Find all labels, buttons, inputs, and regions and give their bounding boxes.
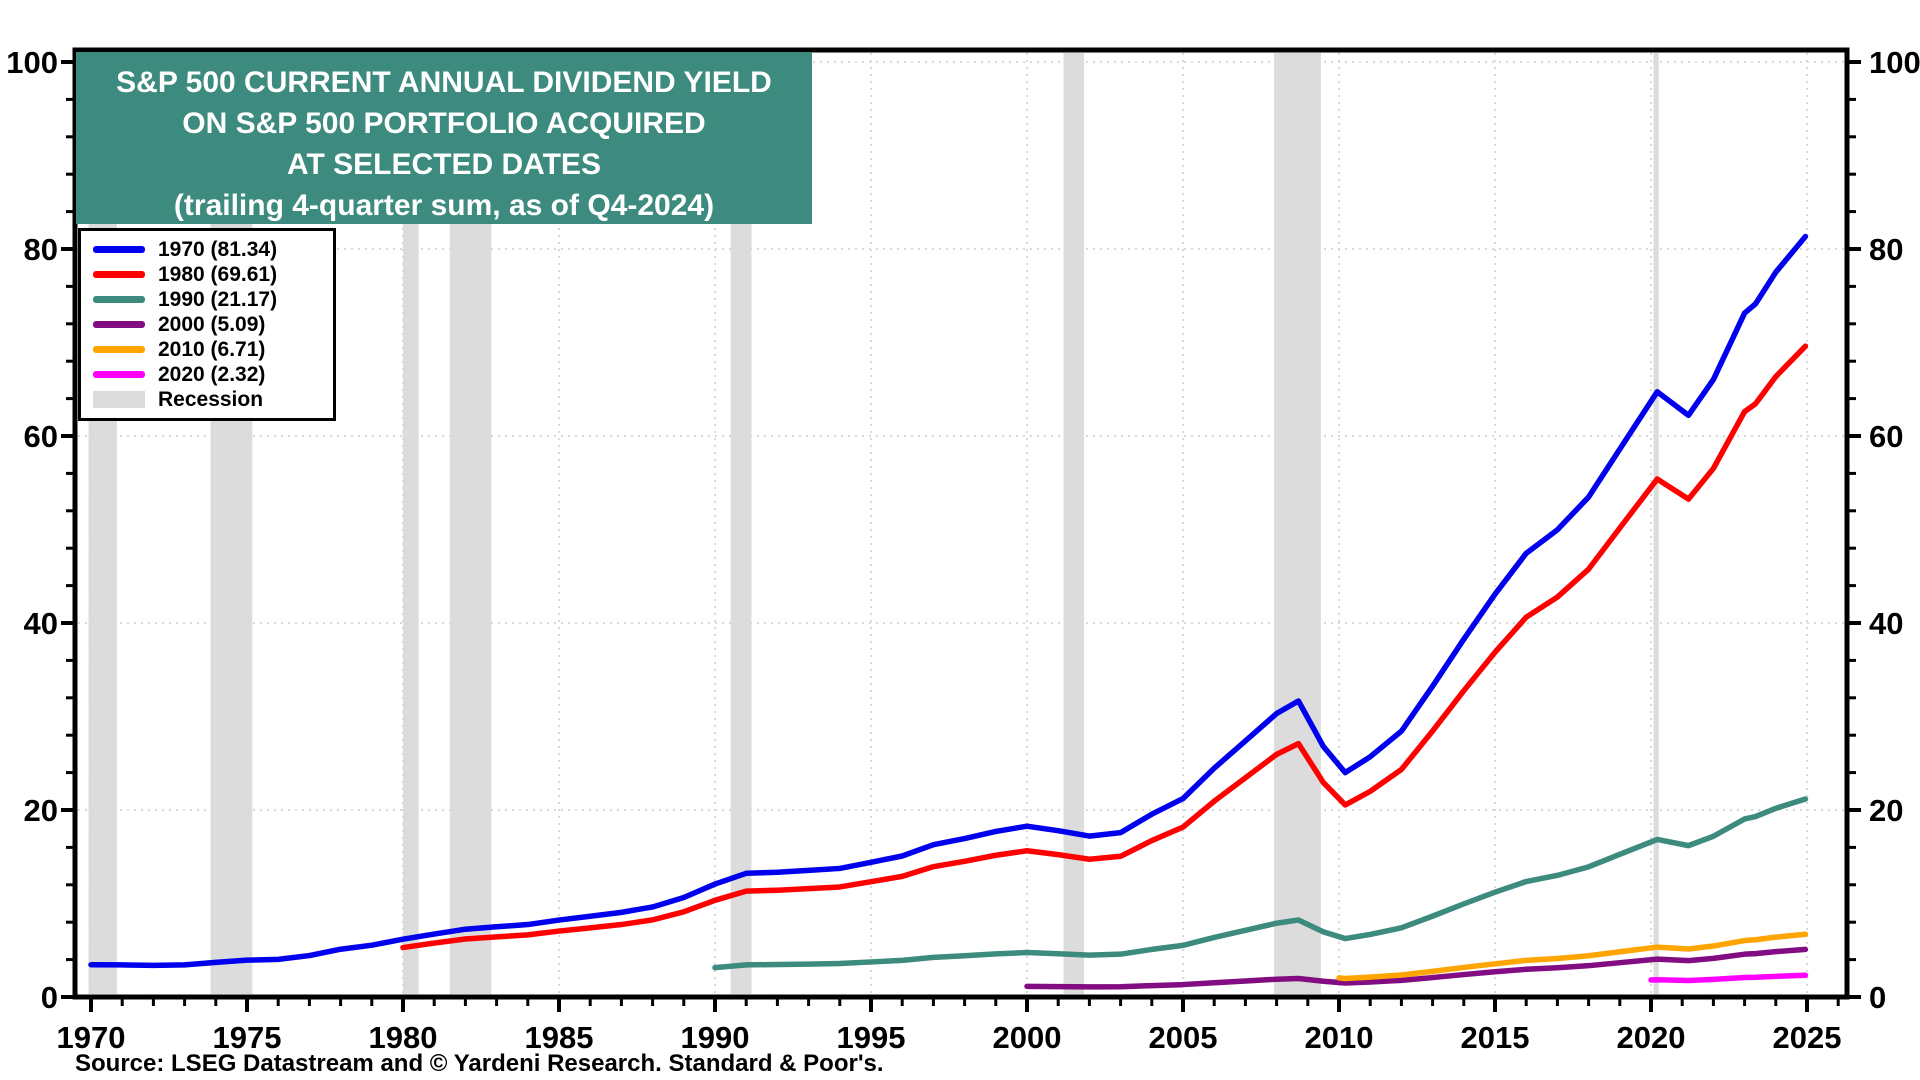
legend-label: 1990 (21.17) [158,287,278,311]
legend-recession-swatch [93,391,145,408]
x-axis-label: 2010 [1305,1020,1374,1055]
legend-item: 1990 (21.17) [93,287,329,312]
x-axis-label: 1975 [213,1020,282,1055]
x-axis-label: 2020 [1617,1020,1686,1055]
legend-line-swatch [93,346,145,353]
legend-item: 2000 (5.09) [93,312,329,337]
y-axis-label-left: 100 [6,45,58,80]
legend-label: 1970 (81.34) [158,237,278,261]
chart-title-line-3: AT SELECTED DATES [287,148,601,181]
series-line-2000 [1024,946,1809,990]
chart-title-line-1: S&P 500 CURRENT ANNUAL DIVIDEND YIELD [116,66,772,99]
y-axis-label-right: 60 [1869,419,1903,454]
legend-item: 1980 (69.61) [93,262,329,287]
x-axis-label: 1970 [57,1020,126,1055]
y-axis-label-left: 20 [24,793,58,828]
legend-item: Recession [93,387,329,412]
recession-band [403,53,419,994]
y-axis-label-left: 0 [41,980,58,1015]
x-axis-label: 1995 [837,1020,906,1055]
x-axis-label: 1990 [681,1020,750,1055]
y-axis-label-right: 20 [1869,793,1903,828]
x-axis-label: 1985 [525,1020,594,1055]
x-axis-label: 1980 [369,1020,438,1055]
y-axis-label-right: 40 [1869,606,1903,641]
y-axis-label-right: 80 [1869,232,1903,267]
legend-item: 2020 (2.32) [93,362,329,387]
recession-band [730,53,752,994]
recession-band [1653,53,1659,994]
legend-label: Recession [158,387,264,411]
legend-item: 2010 (6.71) [93,337,329,362]
chart-title-line-2: ON S&P 500 PORTFOLIO ACQUIRED [182,107,706,140]
x-axis-label: 2015 [1461,1020,1530,1055]
legend-line-swatch [93,246,145,253]
legend-line-swatch [93,371,145,378]
y-axis-label-left: 80 [24,232,58,267]
legend-line-swatch [93,271,145,278]
series-line-1990 [712,796,1809,971]
legend-label: 1980 (69.61) [158,262,278,286]
legend-label: 2010 (6.71) [158,337,266,361]
legend-label: 2020 (2.32) [158,362,266,386]
y-axis-label-left: 60 [24,419,58,454]
plot-frame [72,47,1850,1000]
recession-band [1274,53,1321,994]
y-axis-label-right: 0 [1869,980,1886,1015]
legend-item: 1970 (81.34) [93,237,329,262]
legend-line-swatch [93,296,145,303]
x-axis-label: 2005 [1149,1020,1218,1055]
y-axis-label-left: 40 [24,606,58,641]
series-line-2010 [1336,931,1809,982]
y-axis-label-right: 100 [1869,45,1920,80]
source-note: Source: LSEG Datastream and © Yardeni Re… [75,1050,884,1077]
chart-title-box: S&P 500 CURRENT ANNUAL DIVIDEND YIELD ON… [76,52,812,224]
series-line-2020 [1648,972,1809,984]
recession-band [1063,53,1085,994]
series-line-1970 [88,233,1809,969]
series-line-1980 [400,343,1809,951]
x-axis-label: 2025 [1773,1020,1842,1055]
x-axis-label: 2000 [993,1020,1062,1055]
chart-title-line-4: (trailing 4-quarter sum, as of Q4-2024) [173,189,715,222]
legend-label: 2000 (5.09) [158,312,266,336]
chart-legend: 1970 (81.34) 1980 (69.61) 1990 (21.17) 2000… [78,228,336,421]
legend-line-swatch [93,321,145,328]
